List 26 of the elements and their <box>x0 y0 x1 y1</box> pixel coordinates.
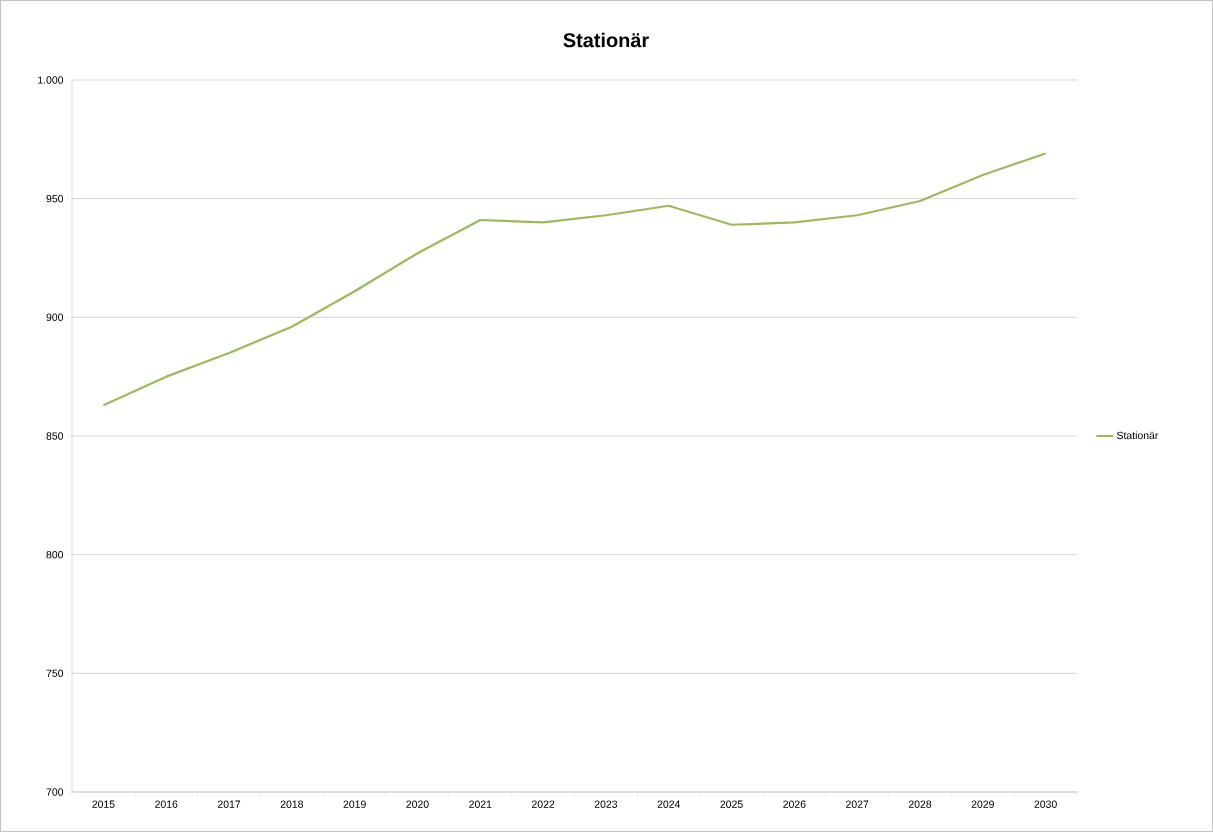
x-tick-label: 2026 <box>783 800 806 808</box>
line-series <box>102 152 1047 407</box>
x-tick-label: 2023 <box>594 800 618 808</box>
x-tick-label: 2030 <box>1034 800 1057 808</box>
chart-title: Stationär <box>563 32 649 48</box>
x-tick-label: 2025 <box>720 800 743 808</box>
x-tick-label: 2022 <box>532 800 555 808</box>
x-tick-label: 2021 <box>469 800 492 808</box>
y-tick-label: 900 <box>46 313 64 322</box>
legend-label: Stationär <box>1116 431 1159 440</box>
x-tick-label: 2018 <box>280 800 304 808</box>
y-tick-label: 850 <box>46 432 64 440</box>
y-tick-label: 800 <box>46 550 64 559</box>
x-tick-label: 2028 <box>908 800 932 808</box>
x-tick-label: 2016 <box>155 800 178 808</box>
x-tick-label: 2015 <box>92 800 115 808</box>
x-tick-label: 2017 <box>217 800 241 808</box>
x-tick-label: 2027 <box>846 800 869 808</box>
y-tick-label: 950 <box>46 194 64 203</box>
x-tick-label: 2029 <box>971 800 994 808</box>
y-tick-label: 750 <box>46 669 64 678</box>
x-tick-label: 2019 <box>343 800 366 808</box>
x-tick-label: 2024 <box>657 800 681 808</box>
x-tick-label: 2020 <box>406 800 429 808</box>
y-tick-label: 700 <box>46 788 64 796</box>
y-tick-label: 1.000 <box>38 76 64 84</box>
